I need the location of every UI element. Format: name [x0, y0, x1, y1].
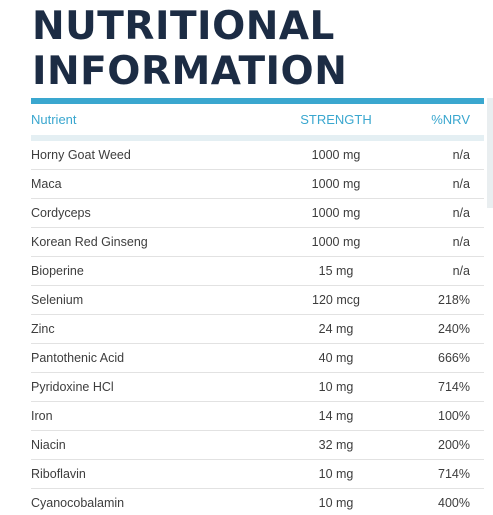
cell-nutrient: Cordyceps — [31, 206, 91, 220]
cell-strength: 120 mcg — [312, 293, 360, 307]
cell-nutrient: Korean Red Ginseng — [31, 235, 148, 249]
cell-strength: 1000 mg — [311, 235, 361, 249]
cell-nrv: 714% — [438, 380, 470, 394]
table-row: Zinc 24 mg 240% — [31, 315, 484, 344]
table-row: Korean Red Ginseng 1000 mg n/a — [31, 228, 484, 257]
cell-nrv: 100% — [438, 409, 470, 423]
cell-nutrient: Horny Goat Weed — [31, 148, 131, 162]
cell-nrv: 200% — [438, 438, 470, 452]
cell-strength: 15 mg — [318, 264, 354, 278]
table-row: Pyridoxine HCl 10 mg 714% — [31, 373, 484, 402]
cell-nutrient: Pantothenic Acid — [31, 351, 125, 365]
cell-nrv: n/a — [452, 235, 470, 249]
cell-strength: 40 mg — [318, 351, 354, 365]
page-title: NUTRITIONAL INFORMATION — [32, 4, 472, 94]
table-row: Selenium 120 mcg 218% — [31, 286, 484, 315]
table-row: Horny Goat Weed 1000 mg n/a — [31, 141, 484, 170]
cell-nrv: n/a — [452, 264, 470, 278]
nutrition-table: Nutrient STRENGTH %NRV Horny Goat Weed 1… — [31, 98, 484, 515]
cell-nutrient: Selenium — [31, 293, 84, 307]
page-title-line-2: INFORMATION — [32, 49, 348, 94]
cell-nutrient: Pyridoxine HCl — [31, 380, 114, 394]
table-row: Cordyceps 1000 mg n/a — [31, 199, 484, 228]
table-row: Iron 14 mg 100% — [31, 402, 484, 431]
cell-strength: 1000 mg — [311, 206, 361, 220]
cell-nrv: n/a — [452, 148, 470, 162]
table-header-row: Nutrient STRENGTH %NRV — [31, 104, 484, 141]
cell-strength: 1000 mg — [311, 177, 361, 191]
cell-nutrient: Iron — [31, 409, 53, 423]
table-row: Cyanocobalamin 10 mg 400% — [31, 489, 484, 515]
cell-nutrient: Cyanocobalamin — [31, 496, 125, 510]
scrollbar-track[interactable] — [487, 98, 493, 208]
cell-nutrient: Riboflavin — [31, 467, 86, 481]
cell-strength: 10 mg — [318, 467, 354, 481]
cell-strength: 24 mg — [318, 322, 354, 336]
cell-nrv: n/a — [452, 177, 470, 191]
cell-nutrient: Zinc — [31, 322, 55, 336]
cell-nutrient: Bioperine — [31, 264, 84, 278]
cell-nutrient: Maca — [31, 177, 62, 191]
cell-strength: 10 mg — [318, 496, 354, 510]
page-title-line-1: NUTRITIONAL — [32, 4, 335, 49]
cell-nrv: 218% — [438, 293, 470, 307]
cell-nrv: 714% — [438, 467, 470, 481]
cell-nrv: 400% — [438, 496, 470, 510]
table-row: Riboflavin 10 mg 714% — [31, 460, 484, 489]
cell-nrv: 666% — [438, 351, 470, 365]
cell-strength: 14 mg — [318, 409, 354, 423]
header-nrv: %NRV — [431, 112, 470, 127]
cell-nutrient: Niacin — [31, 438, 66, 452]
table-top-rule — [31, 98, 484, 104]
table-row: Bioperine 15 mg n/a — [31, 257, 484, 286]
cell-nrv: 240% — [438, 322, 470, 336]
cell-strength: 1000 mg — [311, 148, 361, 162]
cell-strength: 10 mg — [318, 380, 354, 394]
cell-strength: 32 mg — [318, 438, 354, 452]
header-strength: STRENGTH — [300, 112, 372, 127]
cell-nrv: n/a — [452, 206, 470, 220]
table-row: Maca 1000 mg n/a — [31, 170, 484, 199]
header-nutrient: Nutrient — [31, 112, 77, 127]
table-row: Niacin 32 mg 200% — [31, 431, 484, 460]
table-row: Pantothenic Acid 40 mg 666% — [31, 344, 484, 373]
